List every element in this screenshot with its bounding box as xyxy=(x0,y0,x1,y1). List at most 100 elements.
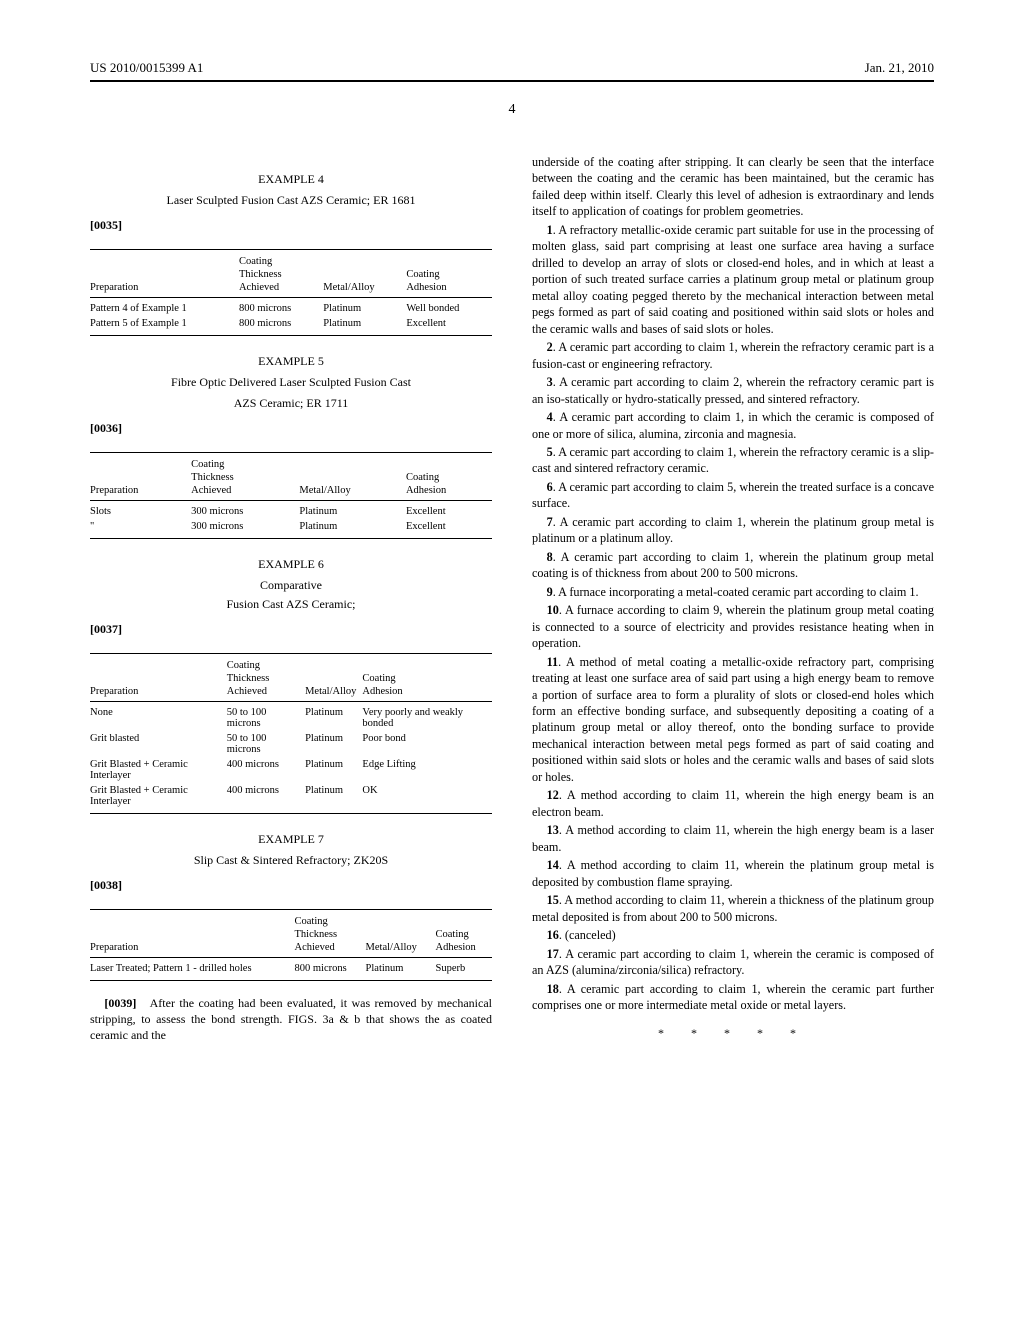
table-cell: Very poorly and weakly bonded xyxy=(362,702,492,732)
example4-title: EXAMPLE 4 xyxy=(90,172,492,187)
claim: 9. A furnace incorporating a metal-coate… xyxy=(532,584,934,600)
table-cell: 300 microns xyxy=(191,501,299,520)
example5-tbody: Slots300 micronsPlatinumExcellent"300 mi… xyxy=(90,501,492,539)
two-column-layout: EXAMPLE 4 Laser Sculpted Fusion Cast AZS… xyxy=(90,154,934,1048)
th: Coating xyxy=(239,250,323,269)
example6-title: EXAMPLE 6 xyxy=(90,557,492,572)
claim-number: 16 xyxy=(547,928,559,942)
table-cell: Grit Blasted + Ceramic Interlayer xyxy=(90,783,227,814)
left-column: EXAMPLE 4 Laser Sculpted Fusion Cast AZS… xyxy=(90,154,492,1048)
table-cell: 800 microns xyxy=(239,316,323,336)
table-cell: 400 microns xyxy=(227,757,305,783)
th xyxy=(362,654,492,673)
th xyxy=(436,910,492,929)
page-number: 4 xyxy=(90,102,934,118)
example4-subtitle: Laser Sculpted Fusion Cast AZS Ceramic; … xyxy=(90,193,492,208)
claim: 14. A method according to claim 11, wher… xyxy=(532,857,934,890)
th: Adhesion xyxy=(436,941,492,958)
th xyxy=(90,471,191,484)
table-cell: Platinum xyxy=(299,501,406,520)
table-cell: Excellent xyxy=(406,519,492,539)
th: Achieved xyxy=(227,685,305,702)
claim-text: . A ceramic part according to claim 1, w… xyxy=(532,982,934,1012)
example5-title: EXAMPLE 5 xyxy=(90,354,492,369)
para-0039: [0039] After the coating had been evalua… xyxy=(90,995,492,1044)
th: Adhesion xyxy=(406,484,492,501)
th: Coating xyxy=(362,672,492,685)
table-cell: Platinum xyxy=(305,783,362,814)
table-cell: Well bonded xyxy=(406,298,492,317)
para-0039-text: After the coating had been evaluated, it… xyxy=(90,996,492,1042)
th xyxy=(90,268,239,281)
table-cell: Platinum xyxy=(305,757,362,783)
para-0038-label: [0038] xyxy=(90,878,122,892)
table-cell: 50 to 100 microns xyxy=(227,702,305,732)
th: Thickness xyxy=(227,672,305,685)
claim: 12. A method according to claim 11, wher… xyxy=(532,787,934,820)
claim: 18. A ceramic part according to claim 1,… xyxy=(532,981,934,1014)
th xyxy=(90,910,295,929)
table-row: Grit Blasted + Ceramic Interlayer400 mic… xyxy=(90,783,492,814)
example4-table: Coating Thickness Coating Preparation Ac… xyxy=(90,249,492,336)
example7-tbody: Laser Treated; Pattern 1 - drilled holes… xyxy=(90,958,492,981)
claim-text: . A method of metal coating a metallic-o… xyxy=(532,655,934,784)
th: Metal/Alloy xyxy=(305,685,362,702)
th xyxy=(90,928,295,941)
th xyxy=(299,453,406,472)
publication-date: Jan. 21, 2010 xyxy=(865,60,934,76)
th xyxy=(366,928,436,941)
intro-continuation: underside of the coating after stripping… xyxy=(532,154,934,220)
th xyxy=(90,250,239,269)
claim-number: 18 xyxy=(547,982,559,996)
th: Metal/Alloy xyxy=(323,281,406,298)
table-cell: Platinum xyxy=(305,731,362,757)
table-cell: Platinum xyxy=(323,298,406,317)
claim-text: . A method according to claim 11, wherei… xyxy=(532,893,934,923)
th: Coating xyxy=(227,654,305,673)
table-row: Slots300 micronsPlatinumExcellent xyxy=(90,501,492,520)
claim-number: 12 xyxy=(547,788,559,802)
claim: 10. A furnace according to claim 9, wher… xyxy=(532,602,934,651)
table-cell: Pattern 5 of Example 1 xyxy=(90,316,239,336)
para-0035-label: [0035] xyxy=(90,218,122,232)
claim-text: . A ceramic part according to claim 1, w… xyxy=(532,515,934,545)
claim: 3. A ceramic part according to claim 2, … xyxy=(532,374,934,407)
table-cell: Pattern 4 of Example 1 xyxy=(90,298,239,317)
th: Coating xyxy=(295,910,366,929)
claim-text: . (canceled) xyxy=(559,928,616,942)
th: Adhesion xyxy=(362,685,492,702)
claim-text: . A ceramic part according to claim 1, i… xyxy=(532,410,934,440)
para-0039-label: [0039] xyxy=(104,996,136,1010)
claim: 11. A method of metal coating a metallic… xyxy=(532,654,934,786)
claim: 4. A ceramic part according to claim 1, … xyxy=(532,409,934,442)
table-cell: " xyxy=(90,519,191,539)
th xyxy=(305,654,362,673)
example6-subtitle: Fusion Cast AZS Ceramic; xyxy=(90,597,492,612)
th: Thickness xyxy=(191,471,299,484)
th: Preparation xyxy=(90,685,227,702)
th xyxy=(366,910,436,929)
claim: 15. A method according to claim 11, wher… xyxy=(532,892,934,925)
table-cell: Laser Treated; Pattern 1 - drilled holes xyxy=(90,958,295,981)
table-cell: 800 microns xyxy=(239,298,323,317)
th: Coating xyxy=(191,453,299,472)
th xyxy=(90,453,191,472)
example5-subtitle2: AZS Ceramic; ER 1711 xyxy=(90,396,492,411)
th: Achieved xyxy=(295,941,366,958)
claim-text: . A method according to claim 11, wherei… xyxy=(532,823,934,853)
claim: 17. A ceramic part according to claim 1,… xyxy=(532,946,934,979)
claim: 13. A method according to claim 11, wher… xyxy=(532,822,934,855)
table-row: "300 micronsPlatinumExcellent xyxy=(90,519,492,539)
th: Thickness xyxy=(295,928,366,941)
th: Preparation xyxy=(90,941,295,958)
claim-number: 10 xyxy=(547,603,559,617)
table-cell: None xyxy=(90,702,227,732)
header-row: US 2010/0015399 A1 Jan. 21, 2010 xyxy=(90,60,934,76)
claim: 8. A ceramic part according to claim 1, … xyxy=(532,549,934,582)
claim-number: 11 xyxy=(547,655,559,669)
th: Metal/Alloy xyxy=(366,941,436,958)
claim-text: . A furnace incorporating a metal-coated… xyxy=(553,585,919,599)
table-cell: Excellent xyxy=(406,316,492,336)
table-cell: 400 microns xyxy=(227,783,305,814)
example7-title: EXAMPLE 7 xyxy=(90,832,492,847)
